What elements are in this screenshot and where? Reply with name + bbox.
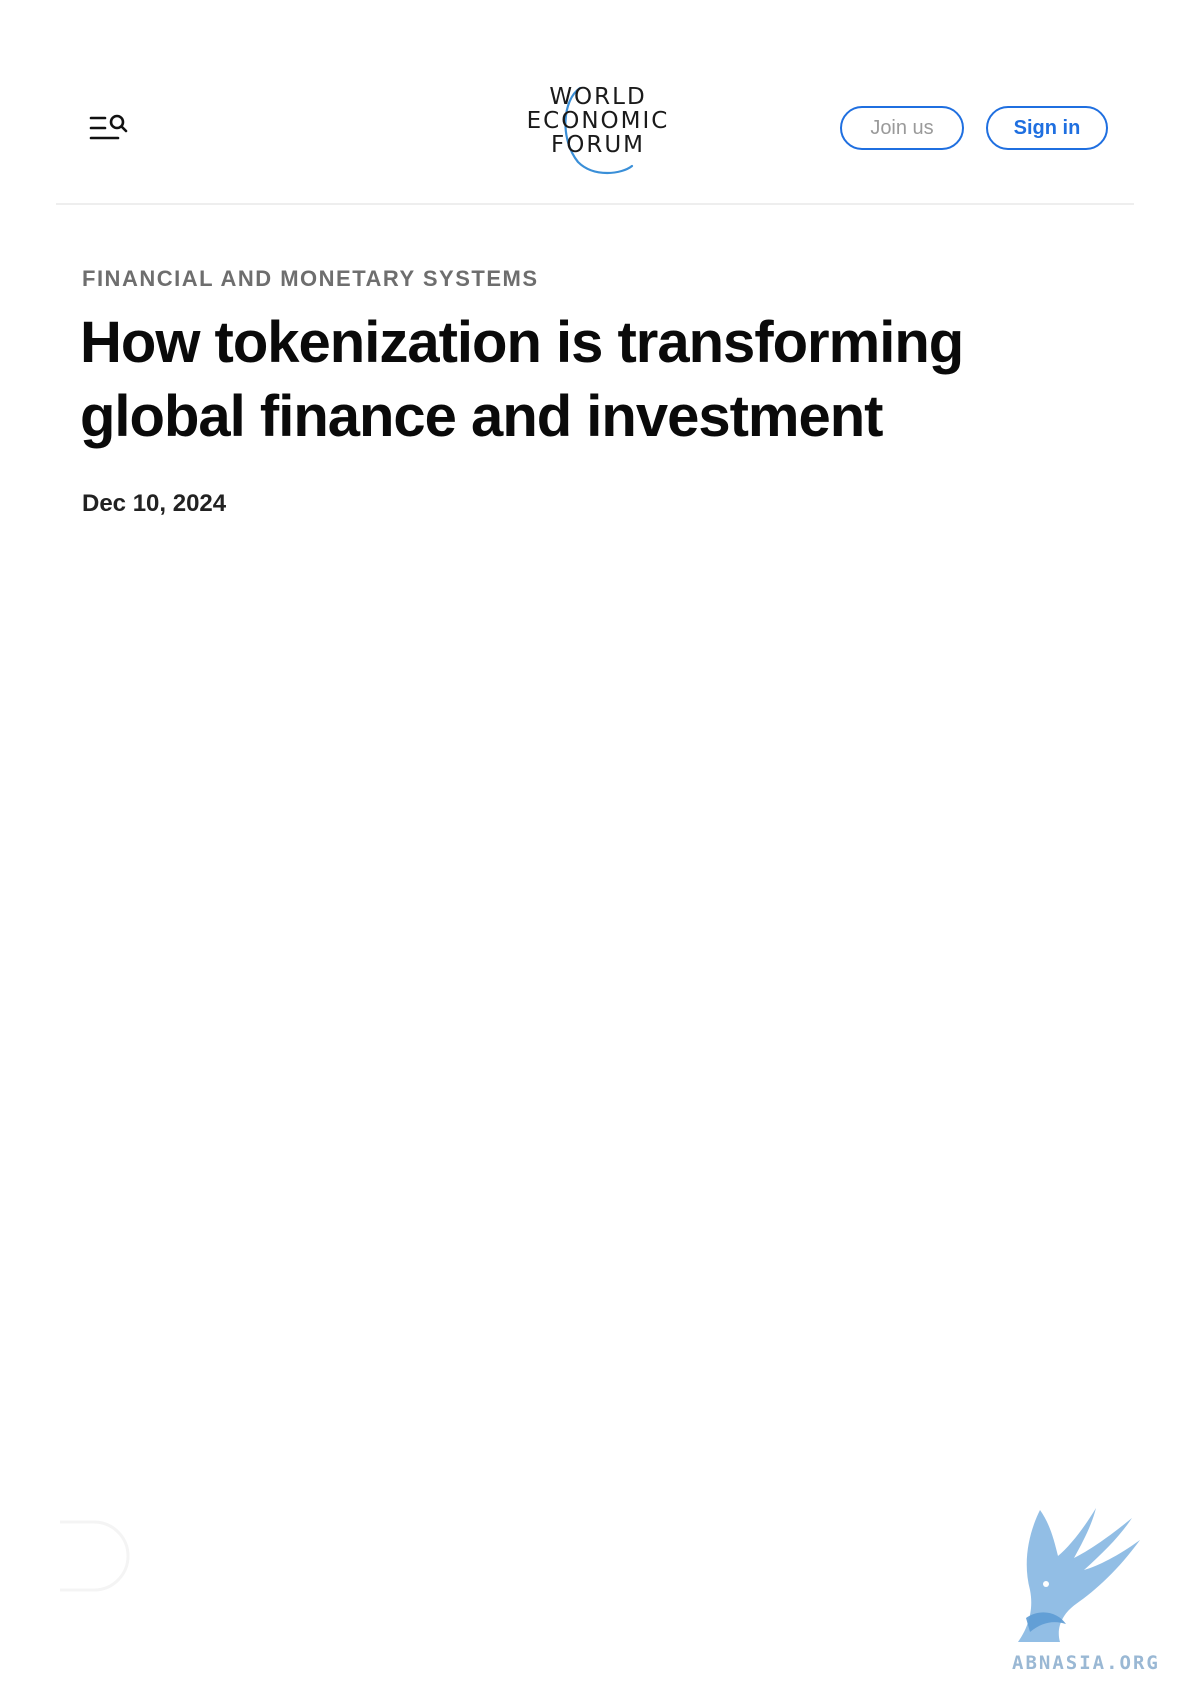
join-us-button[interactable]: Join us (840, 106, 964, 150)
logo-text-line-1: WORLD (549, 84, 647, 110)
article-category[interactable]: FINANCIAL AND MONETARY SYSTEMS (82, 266, 539, 291)
watermark-text: ABNASIA.ORG (1012, 1652, 1160, 1674)
logo-swoosh-icon (564, 86, 634, 175)
griffin-logo-icon (1018, 1508, 1140, 1642)
menu-search-button[interactable] (88, 112, 134, 148)
logo-text-line-2: ECONOMIC (526, 108, 670, 134)
article-title: How tokenization is transforming global … (80, 310, 964, 449)
logo-text-line-3: FORUM (551, 132, 645, 158)
wef-logo[interactable]: WORLD ECONOMIC FORUM (510, 80, 686, 180)
floating-action-button[interactable] (56, 1518, 132, 1594)
menu-search-icon (89, 114, 128, 140)
article-date: Dec 10, 2024 (82, 490, 227, 517)
site-header: WORLD ECONOMIC FORUM Join us Sign in (56, 0, 1134, 205)
sign-in-button[interactable]: Sign in (986, 106, 1108, 150)
